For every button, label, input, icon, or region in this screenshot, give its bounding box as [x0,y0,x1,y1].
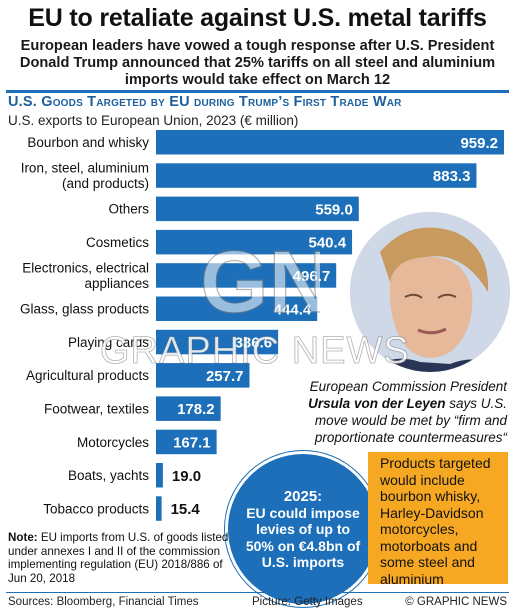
value-label-10: 19.0 [172,468,201,485]
category-label-6: Playing cards [68,335,149,350]
value-label-5: 444.4 [274,301,312,318]
picture-credit: Picture: Getty Images [252,596,363,608]
bar-3 [156,229,353,255]
bar-5 [156,296,318,321]
chart-subtitle: U.S. exports to European Union, 2023 (€ … [8,113,299,128]
category-label-4-line1: appliances [84,276,149,291]
levies-callout-body: EU could impose levies of up to 50% on €… [245,504,361,571]
value-label-4: 496.7 [293,268,331,285]
header-divider [6,90,509,93]
footer-divider [6,592,509,593]
value-label-9: 167.1 [173,434,211,451]
value-label-0: 959.2 [460,135,498,152]
bar-4 [156,263,337,288]
category-label-1-line0: Iron, steel, aluminium [21,161,149,176]
sources-credit: Sources: Bloomberg, Financial Times [8,596,199,608]
value-label-6: 336.6 [235,335,273,352]
bar-0 [156,130,504,155]
products-callout-text: Products targeted would include bourbon … [380,455,491,587]
category-label-8: Footwear, textiles [44,401,149,416]
category-label-2: Others [108,202,149,217]
bar-2 [156,196,359,222]
value-label-1: 883.3 [433,168,471,185]
category-label-1-line1: (and products) [62,176,149,191]
value-label-3: 540.4 [309,235,347,252]
category-label-0: Bourbon and whisky [27,135,149,150]
bar-10 [156,463,163,488]
bar-7 [156,363,250,388]
page-title: EU to retaliate against U.S. metal tarif… [28,4,487,32]
value-label-8: 178.2 [177,401,215,418]
caption-rest: says U.S. move would be met by “firm and… [314,396,507,445]
portrait-illustration [350,212,510,372]
category-label-3: Cosmetics [86,235,149,250]
copyright-credit: © GRAPHIC NEWS [405,596,507,608]
bar-8 [156,396,221,421]
category-label-9: Motorcycles [77,435,149,450]
bar-9 [156,429,217,455]
bar-11 [156,496,162,521]
levies-callout-head: 2025: [283,487,323,505]
caption-line1: European Commission President [309,379,507,394]
category-label-5: Glass, glass products [20,302,149,317]
portrait-caption: European Commission President Ursula von… [285,378,507,446]
products-callout: Products targeted would include bourbon … [368,452,508,587]
chart-title: U.S. Goods Targeted by EU during Trump’s… [8,94,402,110]
category-label-10: Boats, yachts [68,468,149,483]
bar-6 [156,329,279,355]
portrait-photo [350,212,510,372]
category-label-4-line0: Electronics, electrical [22,261,149,276]
page-subtitle: European leaders have vowed a tough resp… [19,38,496,88]
bar-1 [156,163,477,188]
value-label-7: 257.7 [206,368,244,385]
caption-name: Ursula von der Leyen [308,396,446,411]
note-text: EU imports from U.S. of goods listed und… [8,531,229,585]
value-label-11: 15.4 [171,501,201,518]
levies-callout: 2025: EU could impose levies of up to 50… [225,451,381,607]
chart-note: Note: EU imports from U.S. of goods list… [8,531,238,585]
note-label: Note: [8,531,38,544]
category-label-7: Agricultural products [26,368,149,383]
category-label-11: Tobacco products [43,501,149,516]
bar-chart: Bourbon and whisky 959.2 Iron, steel, alum… [20,130,504,521]
value-label-2: 559.0 [315,201,353,218]
